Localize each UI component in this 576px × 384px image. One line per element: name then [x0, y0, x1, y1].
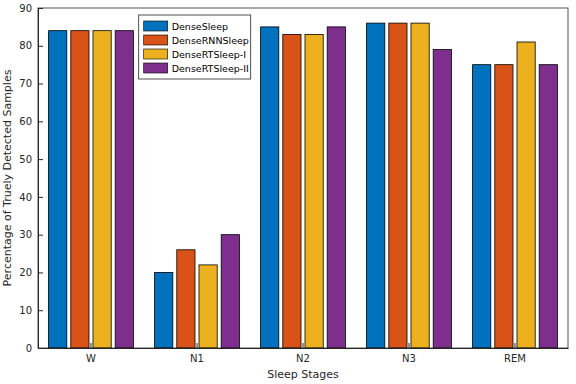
y-tick-label: 90 — [19, 3, 32, 14]
legend-item: DenseSleep — [144, 21, 228, 32]
y-tick-mark — [38, 272, 43, 273]
bar — [49, 31, 67, 348]
x-axis-line — [39, 348, 569, 349]
y-tick-mark — [38, 310, 43, 311]
x-tick-mark — [197, 343, 198, 348]
y-tick-mark — [38, 8, 43, 9]
x-tick: N2 — [296, 343, 310, 364]
x-tick-mark — [91, 343, 92, 348]
y-tick: 80 — [19, 40, 43, 51]
y-tick-label: 0 — [26, 343, 32, 354]
y-tick-label: 10 — [19, 305, 32, 316]
y-tick-label: 20 — [19, 267, 32, 278]
y-tick: 30 — [19, 229, 43, 240]
bar-series — [49, 23, 491, 348]
x-axis: W N1 N2 N3 REM — [39, 343, 569, 364]
x-tick-label: N1 — [190, 353, 204, 364]
y-tick: 60 — [19, 116, 43, 127]
y-tick: 10 — [19, 305, 43, 316]
legend-label: DenseSleep — [172, 21, 228, 32]
x-tick: REM — [504, 343, 526, 364]
y-tick-label: 30 — [19, 229, 32, 240]
y-tick-label: 80 — [19, 40, 32, 51]
x-tick: N1 — [190, 343, 204, 364]
legend-swatch — [144, 49, 168, 59]
bar — [473, 65, 491, 348]
x-tick-label: W — [86, 353, 96, 364]
legend-swatch — [144, 21, 168, 31]
y-tick-mark — [38, 235, 43, 236]
bar — [155, 272, 173, 348]
bar — [93, 31, 111, 348]
legend-swatch — [144, 35, 168, 45]
bar-series — [93, 23, 535, 348]
plot-frame — [38, 8, 568, 348]
bar — [115, 31, 133, 348]
y-axis-title: Percentage of Truely Detected Samples — [1, 69, 14, 286]
y-tick-label: 40 — [19, 192, 32, 203]
x-tick-mark — [409, 343, 410, 348]
x-tick-label: N2 — [296, 353, 310, 364]
bar — [177, 250, 195, 348]
y-tick: 20 — [19, 267, 43, 278]
y-tick-label: 70 — [19, 78, 32, 89]
legend-label: DenseRNNSleep — [172, 35, 249, 46]
y-tick: 70 — [19, 78, 43, 89]
bar — [261, 27, 279, 348]
bar — [411, 23, 429, 348]
legend-item: DenseRTSleep-II — [144, 63, 249, 74]
y-tick-mark — [38, 121, 43, 122]
y-tick-mark — [38, 197, 43, 198]
x-tick: W — [86, 343, 96, 364]
legend-swatch — [144, 63, 168, 73]
legend-box — [139, 15, 251, 79]
bar-series — [71, 23, 513, 348]
x-tick-label: REM — [504, 353, 526, 364]
y-tick-label: 50 — [19, 154, 32, 165]
bar — [327, 27, 345, 348]
y-tick-mark — [38, 46, 43, 47]
bar — [517, 42, 535, 348]
legend-item: DenseRNNSleep — [144, 35, 249, 46]
x-axis-title: Sleep Stages — [267, 368, 339, 381]
y-axis-line — [38, 9, 39, 349]
bar — [367, 23, 385, 348]
y-tick-label: 60 — [19, 116, 32, 127]
y-tick: 50 — [19, 154, 43, 165]
y-tick-mark — [38, 159, 43, 160]
x-tick-mark — [303, 343, 304, 348]
legend-label: DenseRTSleep-I — [172, 49, 246, 60]
y-tick: 40 — [19, 192, 43, 203]
x-tick: N3 — [402, 343, 416, 364]
bar — [221, 235, 239, 348]
y-axis: 0 10 20 30 40 50 60 70 80 90 — [19, 3, 43, 354]
legend: DenseSleep DenseRNNSleep DenseRTSleep-I Den… — [139, 15, 251, 79]
bar — [495, 65, 513, 348]
bars — [49, 23, 558, 348]
bar — [389, 23, 407, 348]
bar — [199, 265, 217, 348]
bar — [305, 34, 323, 348]
bar — [71, 31, 89, 348]
x-tick-label: N3 — [402, 353, 416, 364]
chart: 0102030405060708090WN1N2N3REMDenseSleepD… — [0, 0, 576, 384]
y-tick-mark — [38, 84, 43, 85]
bar — [539, 65, 557, 348]
y-tick: 90 — [19, 3, 43, 14]
x-tick-mark — [515, 343, 516, 348]
legend-label: DenseRTSleep-II — [172, 63, 249, 74]
bar — [283, 34, 301, 348]
plot: 0102030405060708090WN1N2N3REMDenseSleepD… — [19, 3, 568, 364]
bar — [433, 50, 451, 348]
legend-item: DenseRTSleep-I — [144, 49, 246, 60]
